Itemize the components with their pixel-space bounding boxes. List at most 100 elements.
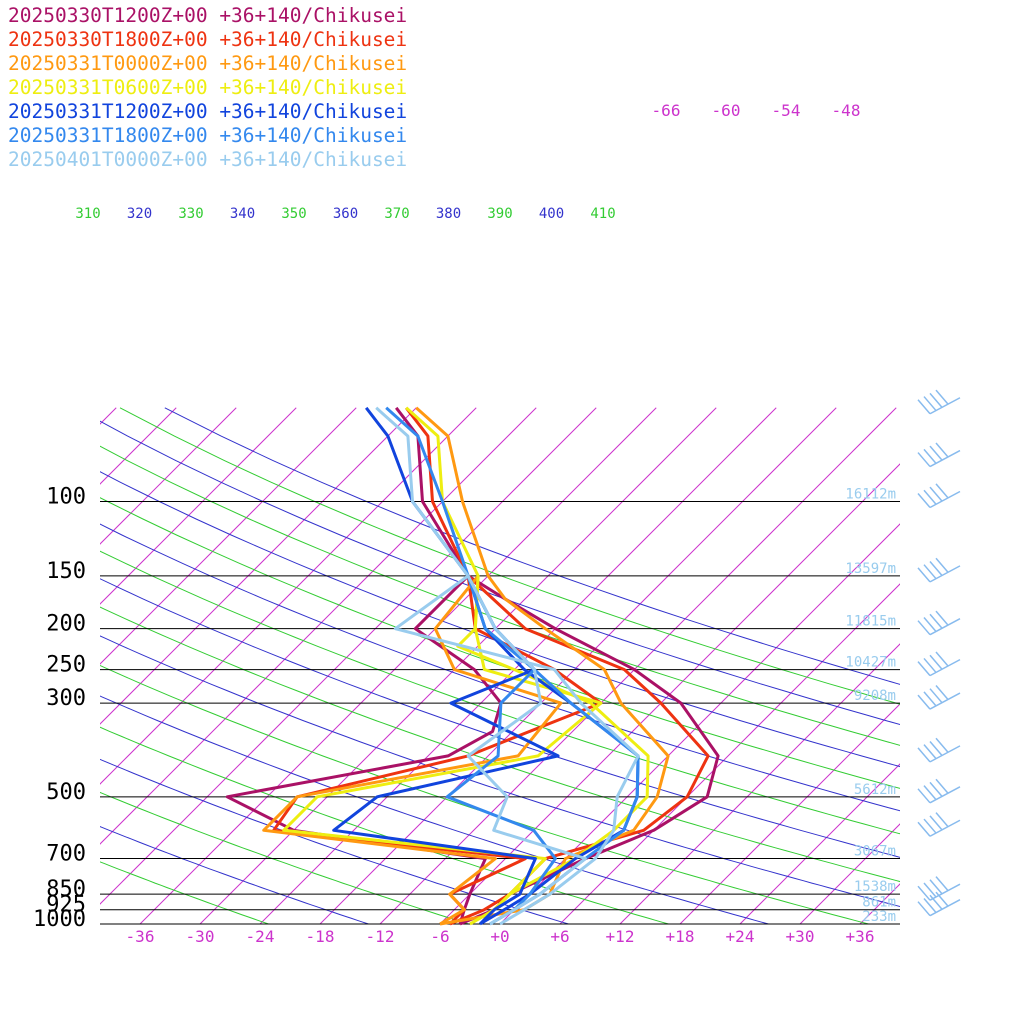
- temperature-tick-label: -24: [246, 927, 275, 946]
- theta-label: 360: [333, 206, 358, 222]
- isotherm-line: [100, 407, 597, 905]
- pressure-tick-label: 500: [46, 780, 86, 805]
- theta-label: 330: [178, 206, 203, 222]
- legend-entry-3: 20250331T0000Z+00 +36+140/Chikusei: [8, 52, 408, 75]
- upper-temperature-label: -48: [832, 101, 861, 120]
- dewpoint-profile-line: [445, 575, 557, 926]
- height-label: 5612m: [854, 782, 896, 798]
- isotherm-line: [139, 407, 657, 924]
- theta-line: [100, 758, 569, 924]
- wind-barb: [917, 812, 961, 837]
- isotherm-lines: [100, 407, 900, 924]
- temperature-profile-line: [395, 406, 720, 926]
- temperature-tick-label: +18: [666, 927, 695, 946]
- theta-label: 350: [281, 206, 306, 222]
- temperature-profile-line: [375, 406, 640, 926]
- theta-label: 400: [539, 206, 564, 222]
- theta-label: 380: [436, 206, 461, 222]
- isotherm-line: [379, 407, 897, 924]
- isotherm-line: [100, 407, 417, 725]
- pressure-tick-label: 250: [46, 653, 86, 678]
- wind-barb: [917, 651, 961, 677]
- legend-entry-2: 20250330T1800Z+00 +36+140/Chikusei: [8, 28, 408, 51]
- theta-label: 410: [590, 206, 615, 222]
- wind-barb: [917, 557, 961, 583]
- isotherm-line: [499, 523, 900, 924]
- sounding-profiles: [225, 406, 720, 926]
- theta-line: [100, 550, 900, 835]
- legend: 20250330T1200Z+00 +36+140/Chikusei 20250…: [8, 4, 407, 172]
- legend-entry-6: 20250331T1800Z+00 +36+140/Chikusei: [8, 124, 408, 147]
- pressure-tick-label: 700: [46, 842, 86, 867]
- isotherm-line: [100, 407, 357, 665]
- isotherm-line: [199, 407, 717, 924]
- wind-barb: [917, 442, 961, 468]
- temperature-tick-label: -36: [126, 927, 155, 946]
- theta-label: 320: [127, 206, 152, 222]
- height-label: 233m: [862, 909, 896, 925]
- wind-barbs: [917, 389, 961, 917]
- wind-barb: [917, 891, 961, 917]
- wind-barb: [917, 483, 961, 509]
- temperature-tick-label: +36: [846, 927, 875, 946]
- theta-label: 310: [75, 206, 100, 222]
- upper-temperature-label: -60: [712, 101, 741, 120]
- height-label: 3067m: [854, 844, 896, 860]
- height-label: 11815m: [845, 614, 896, 630]
- height-label: 9208m: [854, 688, 896, 704]
- temperature-tick-label: +12: [606, 927, 635, 946]
- theta-line: [100, 726, 669, 924]
- dewpoint-profile-line: [466, 575, 587, 926]
- wind-barb: [917, 876, 961, 901]
- isotherm-line: [679, 703, 900, 924]
- pressure-tick-label: 925: [46, 893, 86, 918]
- height-label: 16112m: [845, 487, 896, 503]
- upper-temperature-label: -66: [652, 101, 681, 120]
- temperature-tick-label: +24: [726, 927, 755, 946]
- legend-entry-7: 20250401T0000Z+00 +36+140/Chikusei: [8, 148, 408, 171]
- pressure-tick-label: 300: [46, 686, 86, 711]
- pressure-tick-label: 150: [46, 559, 86, 584]
- height-label: 861m: [862, 895, 896, 911]
- theta-line: [100, 826, 369, 924]
- wind-barb: [917, 778, 961, 804]
- temperature-tick-label: -6: [430, 927, 449, 946]
- isotherm-line: [799, 823, 900, 924]
- theta-line: [164, 407, 900, 685]
- height-label: 13597m: [845, 561, 896, 577]
- isotherm-line: [559, 583, 900, 924]
- isotherm-line: [100, 407, 477, 785]
- wind-barb: [917, 737, 961, 763]
- theta-line: [100, 791, 469, 924]
- theta-line: [100, 420, 900, 725]
- theta-line: [100, 861, 269, 924]
- dewpoint-profile-line: [225, 574, 503, 925]
- theta-label: 390: [487, 206, 512, 222]
- height-label: 10427m: [845, 655, 896, 671]
- pressure-tick-label: 200: [46, 612, 86, 637]
- wind-barb: [917, 389, 961, 415]
- temperature-tick-label: +6: [550, 927, 569, 946]
- theta-line: [100, 635, 900, 908]
- pressure-tick-label: 1000: [33, 907, 86, 932]
- dewpoint-profile-line: [282, 575, 603, 926]
- isotherm-line: [619, 643, 900, 924]
- temperature-tick-label: +0: [490, 927, 509, 946]
- legend-entry-4: 20250331T0600Z+00 +36+140/Chikusei: [8, 76, 408, 99]
- isotherm-line: [100, 407, 237, 545]
- wind-barb: [917, 610, 961, 636]
- legend-entry-5: 20250331T1200Z+00 +36+140/Chikusei: [8, 100, 408, 123]
- isotherm-line: [319, 407, 837, 924]
- upper-temperature-label: -54: [772, 101, 801, 120]
- temperature-tick-label: -30: [186, 927, 215, 946]
- isotherm-line: [439, 463, 900, 924]
- temperature-tick-label: -18: [306, 927, 335, 946]
- theta-label: 340: [230, 206, 255, 222]
- theta-line: [119, 407, 900, 705]
- theta-label: 370: [384, 206, 409, 222]
- isotherm-line: [739, 763, 900, 924]
- wind-barb: [917, 684, 961, 710]
- dewpoint-profile-line: [262, 574, 563, 926]
- temperature-tick-label: +30: [786, 927, 815, 946]
